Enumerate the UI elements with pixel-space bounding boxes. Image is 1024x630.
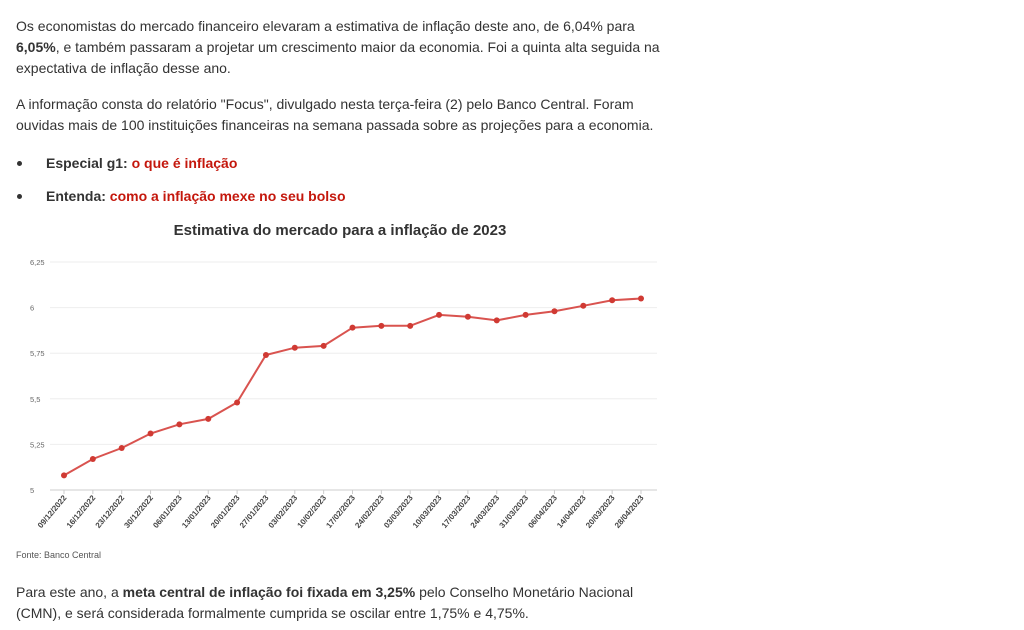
target-bold-text: meta central de inflação foi fixada em 3… [122,584,416,600]
list-item: Entenda: como a inflação mexe no seu bol… [16,185,346,218]
target-text-end: pelo Conselho Monetário Nacional (CMN), … [16,584,634,621]
data-point [638,295,644,302]
data-point [349,324,356,331]
data-point [493,317,500,324]
data-point [522,311,529,318]
data-point [147,430,154,437]
list-item: Especial g1: o que é inflação [16,152,346,185]
bullet-icon [17,161,22,166]
paragraph-focus-report: A informação consta do relatório "Focus"… [16,96,654,133]
intro-text-start: Os economistas do mercado financeiro ele… [16,18,635,34]
data-point [378,322,385,329]
data-point [580,302,587,309]
y-tick-label: 5,5 [30,395,40,404]
data-point [609,297,616,304]
link-inflacao-no-bolso[interactable]: como a inflação mexe no seu bolso [109,188,346,204]
y-tick-label: 5,25 [30,440,45,449]
chart-title: Estimativa do mercado para a inflação de… [173,222,507,239]
bullet-icon [17,194,22,199]
data-point [234,399,241,406]
chart-source: Fonte: Banco Central [16,550,102,560]
data-point [551,308,558,315]
y-tick-label: 5,75 [30,349,45,358]
paragraph-target: Para este ano, a meta central de inflaçã… [16,582,676,624]
data-point [205,415,212,422]
data-point [61,472,67,479]
paragraph-intro: Os economistas do mercado financeiro ele… [16,16,676,79]
y-tick-label: 6,25 [30,258,45,267]
data-point [320,342,327,349]
data-point [407,322,414,329]
data-point [464,313,471,320]
target-text-start: Para este ano, a [16,584,123,600]
intro-bold-value: 6,05% [16,39,56,55]
x-tick-label: 28/04/2023 [613,493,646,530]
data-point [291,344,298,351]
bullet-label: Especial g1: [46,155,128,171]
intro-text-end: , e também passaram a projetar um cresci… [16,39,660,76]
data-point [262,352,269,359]
data-point [118,445,125,452]
data-point [176,421,183,428]
link-o-que-e-inflacao[interactable]: o que é inflação [131,155,238,171]
bullet-label: Entenda: [46,188,106,204]
y-tick-label: 6 [30,304,34,313]
related-links-list: Especial g1: o que é inflação Entenda: c… [16,152,346,218]
data-point [436,311,443,318]
data-point [89,455,96,462]
y-tick-label: 5 [30,486,34,495]
